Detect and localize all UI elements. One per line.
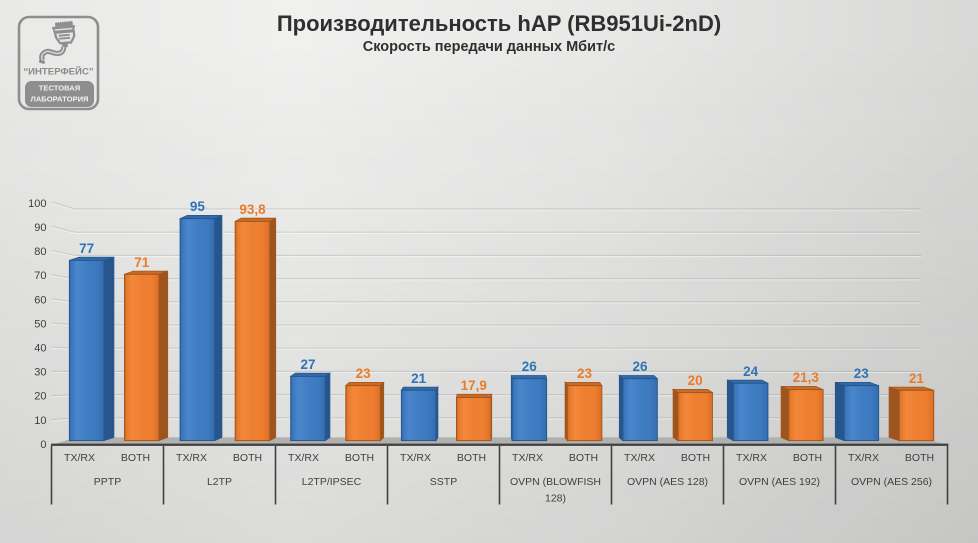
svg-text:SSTP: SSTP — [430, 476, 457, 488]
svg-text:23: 23 — [356, 366, 372, 381]
svg-text:TX/RX: TX/RX — [64, 452, 95, 464]
svg-text:BOTH: BOTH — [345, 452, 374, 464]
svg-text:70: 70 — [34, 270, 46, 282]
svg-text:OVPN (BLOWFISH: OVPN (BLOWFISH — [510, 476, 601, 488]
svg-text:30: 30 — [34, 367, 46, 379]
svg-text:60: 60 — [34, 294, 46, 306]
svg-text:BOTH: BOTH — [905, 452, 934, 464]
svg-text:95: 95 — [190, 199, 206, 214]
svg-text:27: 27 — [300, 357, 315, 372]
svg-text:20: 20 — [34, 391, 46, 403]
svg-text:ЛАБОРАТОРИЯ: ЛАБОРАТОРИЯ — [30, 94, 88, 103]
svg-text:BOTH: BOTH — [233, 452, 262, 464]
svg-text:17,9: 17,9 — [461, 378, 487, 393]
svg-text:23: 23 — [577, 366, 593, 381]
svg-text:100: 100 — [28, 198, 46, 210]
svg-text:TX/RX: TX/RX — [848, 452, 879, 464]
svg-text:BOTH: BOTH — [681, 452, 710, 464]
svg-text:TX/RX: TX/RX — [624, 452, 655, 464]
svg-text:90: 90 — [34, 222, 46, 234]
svg-text:PPTP: PPTP — [94, 476, 121, 488]
svg-text:26: 26 — [522, 359, 538, 374]
svg-text:TX/RX: TX/RX — [176, 452, 207, 464]
svg-text:BOTH: BOTH — [793, 452, 822, 464]
svg-text:10: 10 — [34, 415, 46, 427]
svg-text:“ИНТЕРФЕЙС”: “ИНТЕРФЕЙС” — [23, 66, 94, 78]
svg-text:BOTH: BOTH — [121, 452, 150, 464]
svg-text:TX/RX: TX/RX — [400, 452, 431, 464]
svg-text:ТЕСТОВАЯ: ТЕСТОВАЯ — [39, 83, 80, 92]
svg-text:TX/RX: TX/RX — [512, 452, 543, 464]
svg-text:24: 24 — [743, 364, 759, 379]
svg-text:93,8: 93,8 — [239, 202, 266, 217]
svg-text:BOTH: BOTH — [457, 452, 486, 464]
svg-text:71: 71 — [134, 255, 150, 270]
svg-text:80: 80 — [34, 246, 46, 258]
svg-text:21: 21 — [909, 371, 925, 386]
svg-text:23: 23 — [854, 366, 870, 381]
svg-text:50: 50 — [34, 318, 46, 330]
svg-text:21,3: 21,3 — [793, 370, 820, 385]
svg-text:21: 21 — [411, 371, 427, 386]
svg-text:40: 40 — [34, 343, 46, 355]
svg-text:OVPN (AES 192): OVPN (AES 192) — [739, 476, 820, 488]
svg-text:77: 77 — [79, 241, 94, 256]
svg-text:26: 26 — [632, 359, 648, 374]
svg-text:L2TP: L2TP — [207, 476, 232, 488]
svg-text:OVPN (AES 256): OVPN (AES 256) — [851, 476, 932, 488]
svg-text:0: 0 — [40, 439, 46, 451]
svg-text:TX/RX: TX/RX — [288, 452, 319, 464]
svg-text:OVPN (AES 128): OVPN (AES 128) — [627, 476, 708, 488]
svg-text:L2TP/IPSEC: L2TP/IPSEC — [302, 476, 362, 488]
svg-text:128): 128) — [545, 493, 566, 505]
svg-text:TX/RX: TX/RX — [736, 452, 767, 464]
svg-text:BOTH: BOTH — [569, 452, 598, 464]
svg-text:20: 20 — [688, 373, 703, 388]
